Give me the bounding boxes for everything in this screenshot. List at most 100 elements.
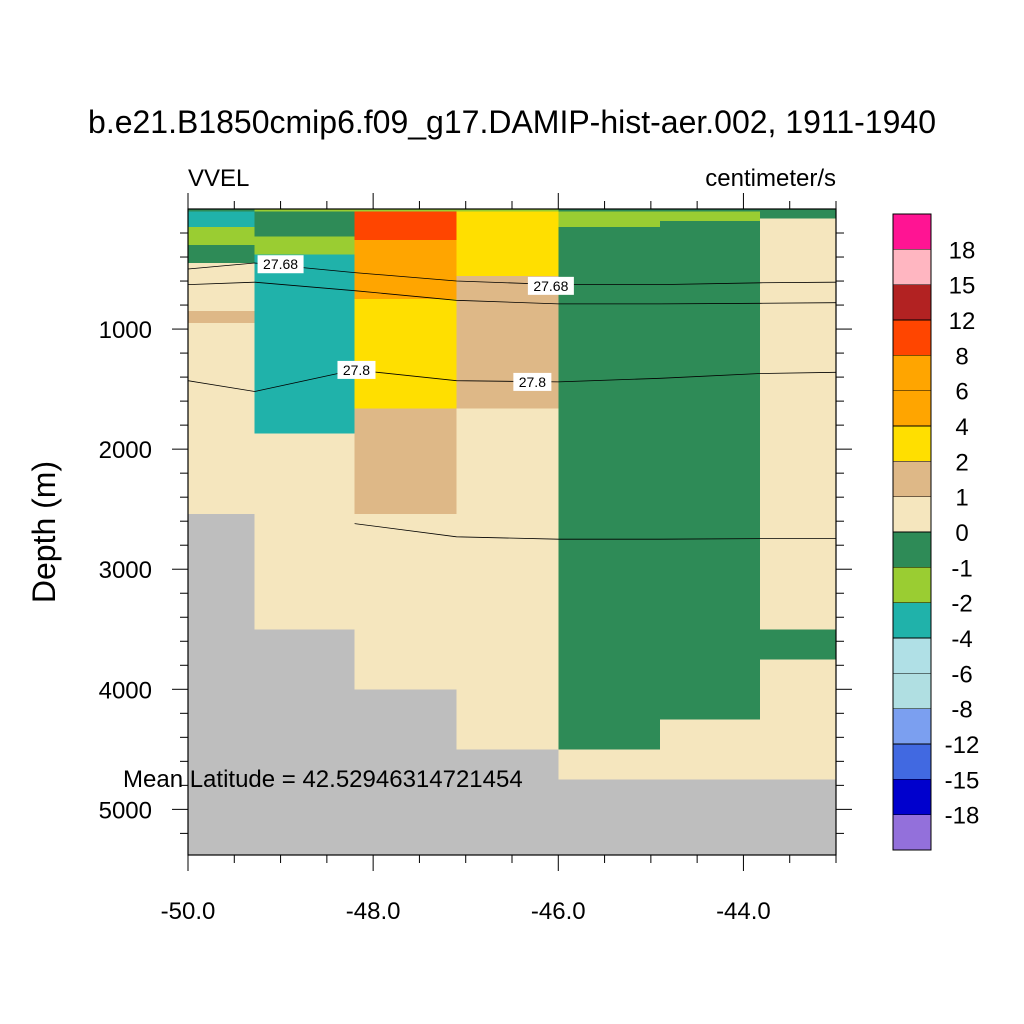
colorbar-label-16: -18: [945, 803, 980, 830]
heatmap-cell-c1-r1: [254, 211, 355, 237]
x-tick-label-1: -48.0: [346, 898, 401, 925]
heatmap-cell-c6-r0: [760, 209, 836, 219]
x-tick-label-3: -44.0: [716, 898, 771, 925]
heatmap-cell-c2-r6: [354, 689, 457, 855]
units-label: centimeter/s: [705, 165, 836, 192]
colorbar-swatch-6: [892, 425, 932, 462]
colorbar-label-3: 8: [955, 343, 968, 370]
colorbar-swatch-7: [892, 460, 932, 498]
colorbar-swatch-16: [892, 778, 932, 816]
axis-ticks: [172, 193, 852, 871]
contour-label-box-1: [527, 276, 574, 295]
heatmap-cell-c3-r1: [456, 211, 559, 277]
colorbar-swatch-8: [892, 496, 932, 533]
chart-title: b.e21.B1850cmip6.f09_g17.DAMIP-hist-aer.…: [88, 104, 936, 140]
y-tick-label-1: 2000: [99, 437, 152, 464]
colorbar-swatch-15: [892, 743, 932, 780]
contour-label-3: 27.8: [519, 374, 546, 390]
heatmap-cell-c4-r4: [558, 779, 661, 855]
colorbar-label-8: 0: [955, 520, 968, 547]
y-axis-label: Depth (m): [26, 461, 62, 603]
heatmap-cell-c2-r3: [354, 299, 457, 409]
heatmap-cell-c1-r5: [254, 629, 355, 855]
y-tick-label-4: 5000: [99, 797, 152, 824]
x-tick-label-2: -46.0: [531, 898, 586, 925]
colorbar: [892, 213, 932, 851]
colorbar-label-13: -8: [951, 697, 972, 724]
colorbar-label-14: -12: [945, 732, 980, 759]
heatmap-cell-c5-r1: [660, 211, 761, 222]
contour-labels: 27.68 27.68 27.8 27.8: [257, 255, 574, 391]
heatmap-cell-c5-r3: [660, 719, 761, 780]
colorbar-swatch-2: [892, 284, 932, 321]
colorbar-label-5: 4: [955, 414, 968, 441]
colorbar-swatch-3: [892, 319, 932, 356]
colorbar-swatch-12: [892, 637, 932, 674]
contour-label-2: 27.8: [343, 362, 370, 378]
contour-line-2: [187, 369, 837, 392]
heatmap-cell-c1-r4: [254, 433, 355, 630]
colorbar-label-11: -4: [951, 626, 972, 653]
heatmap-cell-c5-r2: [660, 221, 761, 720]
colorbar-swatch-10: [892, 566, 932, 604]
heatmap-cell-c1-r0: [254, 209, 355, 212]
x-tick-label-0: -50.0: [161, 898, 216, 925]
heatmap-cell-c6-r1: [760, 218, 836, 630]
colorbar-label-0: 18: [949, 237, 976, 264]
contour-label-0: 27.68: [263, 256, 298, 272]
colorbar-swatch-14: [892, 708, 932, 745]
contour-label-box-3: [513, 372, 552, 391]
colorbar-swatch-9: [892, 531, 932, 568]
y-tick-label-2: 3000: [99, 557, 152, 584]
colorbar-label-15: -15: [945, 767, 980, 794]
heatmap-cell-c0-r0: [188, 209, 255, 212]
colorbar-label-12: -6: [951, 661, 972, 688]
heatmap-cell-c1-r3: [254, 254, 355, 434]
heatmap-cell-c0-r4: [188, 263, 255, 312]
x-tick-labels: -50.0 -48.0 -46.0 -44.0: [161, 898, 771, 925]
y-tick-label-3: 4000: [99, 677, 152, 704]
colorbar-swatch-11: [892, 602, 932, 639]
contour-label-box-2: [337, 360, 376, 379]
colorbar-label-2: 12: [949, 308, 976, 335]
heatmap-cell-c1-r2: [254, 236, 355, 255]
colorbar-label-7: 1: [955, 485, 968, 512]
contour-label-1: 27.68: [533, 278, 568, 294]
colorbar-label-1: 15: [949, 273, 976, 300]
colorbar-swatch-0: [892, 213, 932, 250]
colorbar-label-6: 2: [955, 449, 968, 476]
colorbar-swatch-13: [892, 672, 932, 710]
heatmap-cell-c2-r1: [354, 211, 457, 241]
heatmap-cell-c2-r4: [354, 408, 457, 514]
heatmap-cell-c3-r3: [456, 408, 559, 750]
heatmap-cell-c0-r1: [188, 211, 255, 228]
heatmap-cell-c2-r2: [354, 240, 457, 300]
colorbar-label-10: -2: [951, 591, 972, 618]
heatmap-cell-c5-r0: [660, 209, 761, 212]
heatmap-cell-c0-r7: [188, 513, 255, 855]
heatmap-cell-c4-r1: [558, 211, 661, 228]
y-tick-labels: 1000 2000 3000 4000 5000: [99, 317, 152, 824]
colorbar-label-9: -1: [951, 555, 972, 582]
colorbar-labels: 18 15 12 8 6 4 2 1 0 -1 -2 -4 -6 -8 -12 -15 -18: [945, 237, 980, 829]
heatmap-cell-c6-r2: [760, 629, 836, 660]
heatmap-cell-c0-r3: [188, 245, 255, 264]
contour-line-3: [354, 523, 836, 540]
mean-latitude-annotation: Mean Latitude = 42.52946314721454: [123, 766, 523, 793]
heatmap-cell-c4-r0: [558, 209, 661, 212]
heatmap-cell-c3-r0: [456, 209, 559, 212]
heatmap-cell-c6-r3: [760, 659, 836, 780]
heatmap-cell-c4-r3: [558, 749, 661, 780]
colorbar-swatch-17: [892, 814, 932, 851]
heatmap-cell-c6-r4: [760, 779, 836, 855]
colorbar-swatch-1: [892, 248, 932, 286]
heatmap-cell-c0-r6: [188, 323, 255, 514]
contour-label-box-0: [257, 255, 304, 274]
heatmap-cell-c3-r4: [456, 749, 559, 855]
heatmap-cell-c0-r5: [188, 311, 255, 324]
heatmap-cell-c2-r0: [354, 209, 457, 212]
heatmap-cell-c0-r2: [188, 227, 255, 246]
contour-line-1: [187, 281, 837, 305]
heatmap-cell-c4-r2: [558, 227, 661, 750]
